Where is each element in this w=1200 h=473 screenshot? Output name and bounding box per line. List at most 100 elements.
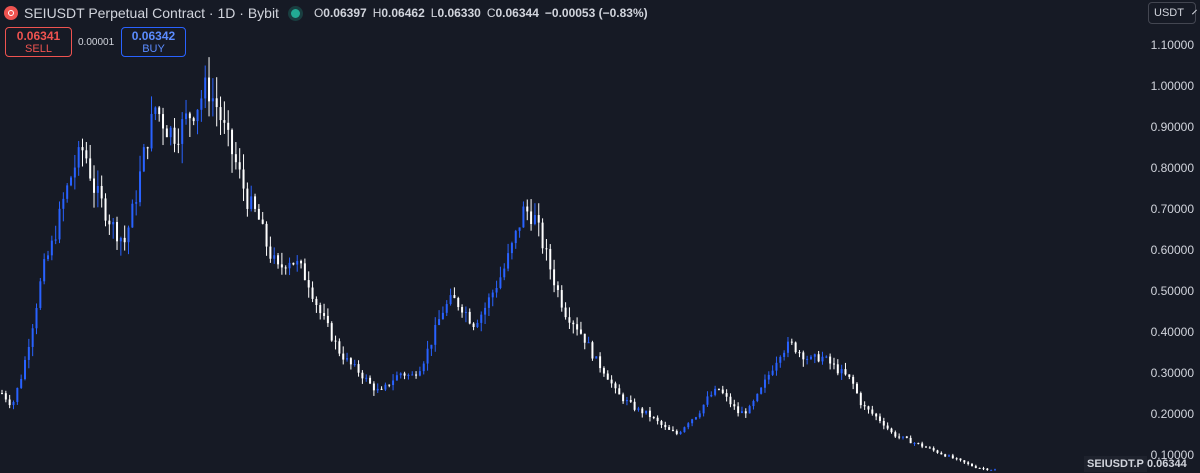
price-axis[interactable]: 0.10000 0.20000 0.30000 0.40000 0.50000 0.600… [1140,0,1200,473]
buy-button[interactable]: 0.06342 BUY [121,27,186,57]
candle [422,361,425,375]
candle-body [434,325,437,345]
candle-body [721,389,724,394]
market-status-icon[interactable] [290,8,300,18]
candle [265,221,268,256]
candle [775,356,778,376]
candle [139,155,142,207]
currency-label: USDT [1154,7,1184,19]
candle [204,65,207,109]
candle [269,236,272,263]
candle-body [714,388,717,395]
candle [533,203,536,226]
candle [760,386,763,395]
candle-body [763,379,766,388]
candle-body [188,113,191,119]
candle-body [20,379,23,388]
price-tick-label: 1.00000 [1150,79,1194,93]
candle-body [602,368,605,374]
candle [863,401,866,410]
candle-body [461,307,464,313]
sell-button[interactable]: 0.06341 SELL [5,27,72,57]
candle-body [100,185,103,199]
candle [683,426,686,433]
candle [464,306,467,323]
sell-label: SELL [25,43,52,55]
candle-body [284,267,287,269]
currency-dropdown[interactable]: USDT [1148,2,1197,24]
candle [967,461,970,466]
symbol-title[interactable]: SEIUSDT Perpetual Contract · 1D · Bybit [24,5,279,21]
candle [127,225,130,255]
candle-body [871,409,874,414]
candle [407,373,410,380]
candle-body [587,342,590,344]
candle [246,182,249,217]
candle [840,364,843,380]
candle-body [691,419,694,424]
candle [848,374,851,380]
candle-body [583,333,586,343]
candle-body [96,185,99,193]
candle [73,154,76,190]
candle [250,185,253,212]
candle [625,396,628,406]
candle-body [93,178,96,193]
spread-value: 0.00001 [78,37,115,48]
candle [238,148,241,179]
candle-body [652,417,655,419]
candle-body [518,227,521,231]
candle [729,393,732,408]
candle [300,259,303,269]
candle-body [625,400,628,402]
candle [702,404,705,417]
open-label: O [313,6,324,20]
candle-body [139,171,142,203]
candle [499,266,502,290]
candle-body [955,458,958,460]
candle [595,356,598,359]
candle-body [177,143,180,145]
candle [514,229,517,249]
candle [710,391,713,398]
candle-body [706,396,709,405]
candle [181,112,184,164]
candle-body [645,410,648,414]
candle [579,321,582,335]
candle [104,193,107,227]
candle-body [905,436,908,438]
candle-body [549,248,552,270]
candle-body [499,277,502,288]
candle [767,371,770,385]
candle-body [204,77,207,99]
candle-body [104,198,107,221]
candle [928,446,931,449]
candle [737,402,740,417]
candle-body [526,206,529,212]
chart-area[interactable] [0,0,1140,473]
candle-body [403,373,406,376]
candle [177,128,180,154]
candle [522,201,525,228]
candle [970,463,973,467]
candle-body [698,413,701,418]
candle-body [771,370,774,375]
candle [85,141,88,164]
candle-body [576,324,579,330]
candle [257,204,260,220]
candle [890,427,893,434]
candle-body [215,98,218,108]
candle-body [146,147,149,149]
candle [395,371,398,381]
candle-body [878,416,881,421]
candle-body [533,215,536,224]
candle [12,400,15,410]
candle [859,391,862,409]
candle [307,271,310,298]
candle [242,154,245,202]
candle [311,281,314,303]
candle-body [242,169,245,189]
candle-body [848,374,851,377]
candle-body [399,373,402,376]
candle-body [579,329,582,334]
